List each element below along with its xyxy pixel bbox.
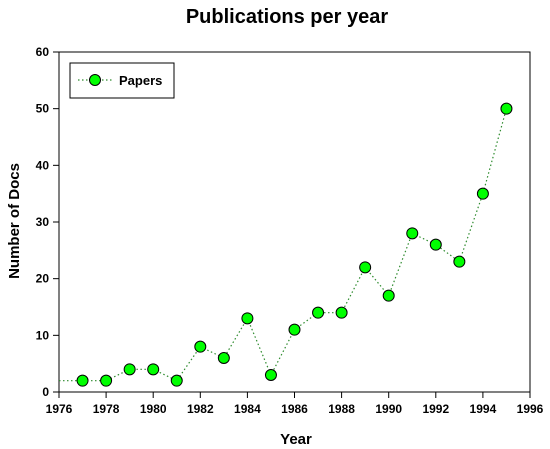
x-tick-label: 1980 — [140, 402, 167, 416]
data-point — [241, 312, 254, 325]
x-axis-label: Year — [280, 431, 312, 448]
series-layer — [59, 102, 513, 387]
data-point — [217, 352, 230, 364]
x-tick-label: 1978 — [93, 402, 120, 416]
x-axis: 1976 1978 1980 1982 1984 1986 1988 1990 1992 1994… — [46, 392, 544, 416]
y-tick-label: 60 — [36, 45, 50, 59]
y-tick-label: 40 — [36, 158, 50, 172]
data-point — [500, 102, 513, 115]
y-tick-label: 50 — [36, 102, 50, 116]
legend-label-papers: Papers — [119, 73, 162, 88]
x-tick-label: 1994 — [470, 402, 497, 416]
x-tick-label: 1988 — [328, 402, 355, 416]
x-tick-label: 1990 — [375, 402, 402, 416]
data-point — [359, 261, 372, 274]
data-point — [100, 374, 113, 387]
data-point — [476, 187, 489, 200]
legend: Papers — [69, 62, 175, 99]
data-point — [123, 363, 136, 376]
x-tick-label: 1986 — [281, 402, 308, 416]
y-tick-label: 20 — [36, 272, 50, 286]
data-point — [264, 369, 277, 381]
data-point — [170, 374, 183, 387]
x-tick-label: 1984 — [234, 402, 261, 416]
x-tick-label: 1992 — [422, 402, 449, 416]
plot-frame — [58, 51, 531, 393]
data-point — [429, 238, 442, 251]
data-point — [288, 323, 301, 336]
data-point — [312, 306, 325, 319]
x-tick-label: 1996 — [517, 402, 544, 416]
data-point — [194, 340, 207, 353]
data-point — [76, 374, 89, 387]
x-tick-label: 1976 — [46, 402, 73, 416]
data-point — [147, 363, 160, 376]
y-tick-label: 10 — [36, 328, 50, 342]
chart-title: Publications per year — [186, 6, 389, 28]
y-tick-label: 30 — [36, 215, 50, 229]
x-tick-label: 1982 — [187, 402, 214, 416]
data-point — [382, 289, 395, 302]
legend-marker — [89, 74, 101, 86]
data-point — [335, 306, 348, 319]
data-point — [453, 255, 466, 268]
y-axis-label: Number of Docs — [6, 163, 23, 279]
y-axis: 0 10 20 30 40 50 60 — [36, 45, 59, 399]
data-point — [406, 227, 419, 240]
y-tick-label: 0 — [42, 385, 49, 399]
